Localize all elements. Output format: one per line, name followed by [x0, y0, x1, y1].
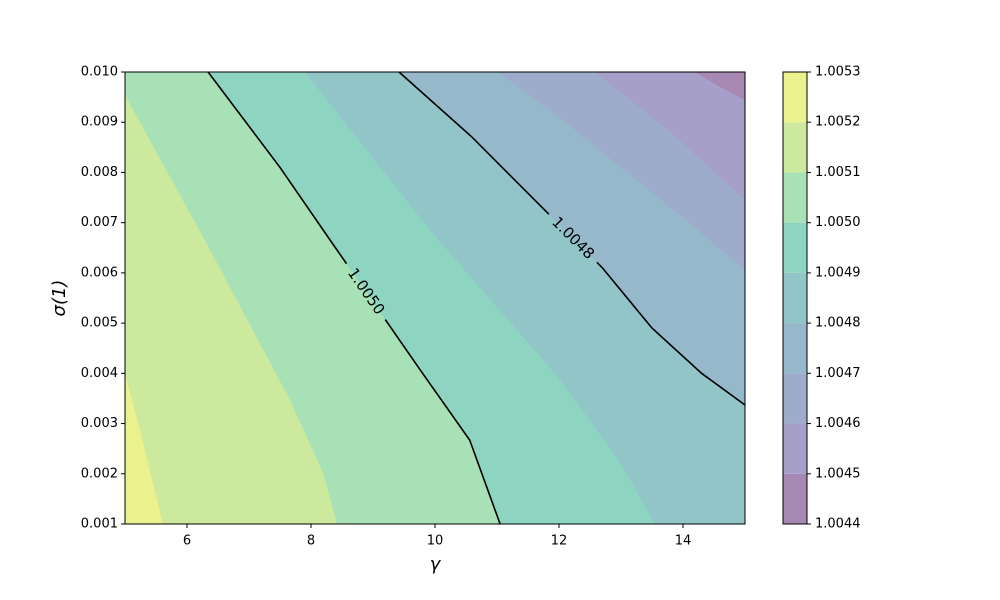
colorbar-tick-label: 1.0053 [815, 65, 861, 80]
colorbar-band [783, 222, 807, 273]
colorbar-band [783, 473, 807, 524]
y-tick-label: 0.007 [81, 215, 118, 230]
colorbar-tick-label: 1.0047 [815, 366, 861, 381]
colorbar-band [783, 72, 807, 123]
colorbar-band [783, 373, 807, 424]
y-tick-label: 0.010 [81, 65, 118, 80]
y-tick-label: 0.001 [81, 517, 118, 532]
x-tick-label: 14 [675, 534, 692, 549]
x-tick-label: 6 [183, 534, 191, 549]
contour-line [207, 71, 501, 525]
colorbar-tick-label: 1.0052 [815, 115, 861, 130]
x-tick-label: 12 [551, 534, 568, 549]
y-tick-label: 0.004 [81, 366, 118, 381]
colorbar-band [783, 423, 807, 474]
contour-line [398, 71, 746, 406]
y-axis-label: σ(1) [49, 280, 70, 317]
colorbar-tick-label: 1.0045 [815, 466, 861, 481]
colorbar-band [783, 272, 807, 324]
colorbar-band [783, 172, 807, 223]
y-tick-label: 0.008 [81, 165, 118, 180]
colorbar-band [783, 122, 807, 173]
y-tick-label: 0.005 [81, 316, 118, 331]
x-tick-label: 8 [307, 534, 315, 549]
fill-region [125, 95, 338, 524]
colorbar-tick-label: 1.0050 [815, 215, 861, 230]
y-tick-label: 0.009 [81, 115, 118, 130]
colorbar-tick-label: 1.0044 [815, 517, 861, 532]
colorbar-frame [782, 71, 808, 525]
x-tick-label: 10 [427, 534, 444, 549]
colorbar-tick-label: 1.0046 [815, 416, 861, 431]
fill-region [125, 373, 163, 524]
y-tick-label: 0.002 [81, 466, 118, 481]
colorbar-tick-label: 1.0048 [815, 316, 861, 331]
y-tick-label: 0.003 [81, 416, 118, 431]
colorbar-band [783, 323, 807, 374]
colorbar-tick-label: 1.0049 [815, 265, 861, 280]
y-tick-label: 0.006 [81, 265, 118, 280]
colorbar-tick-label: 1.0051 [815, 165, 861, 180]
x-axis-label: γ [430, 554, 442, 575]
